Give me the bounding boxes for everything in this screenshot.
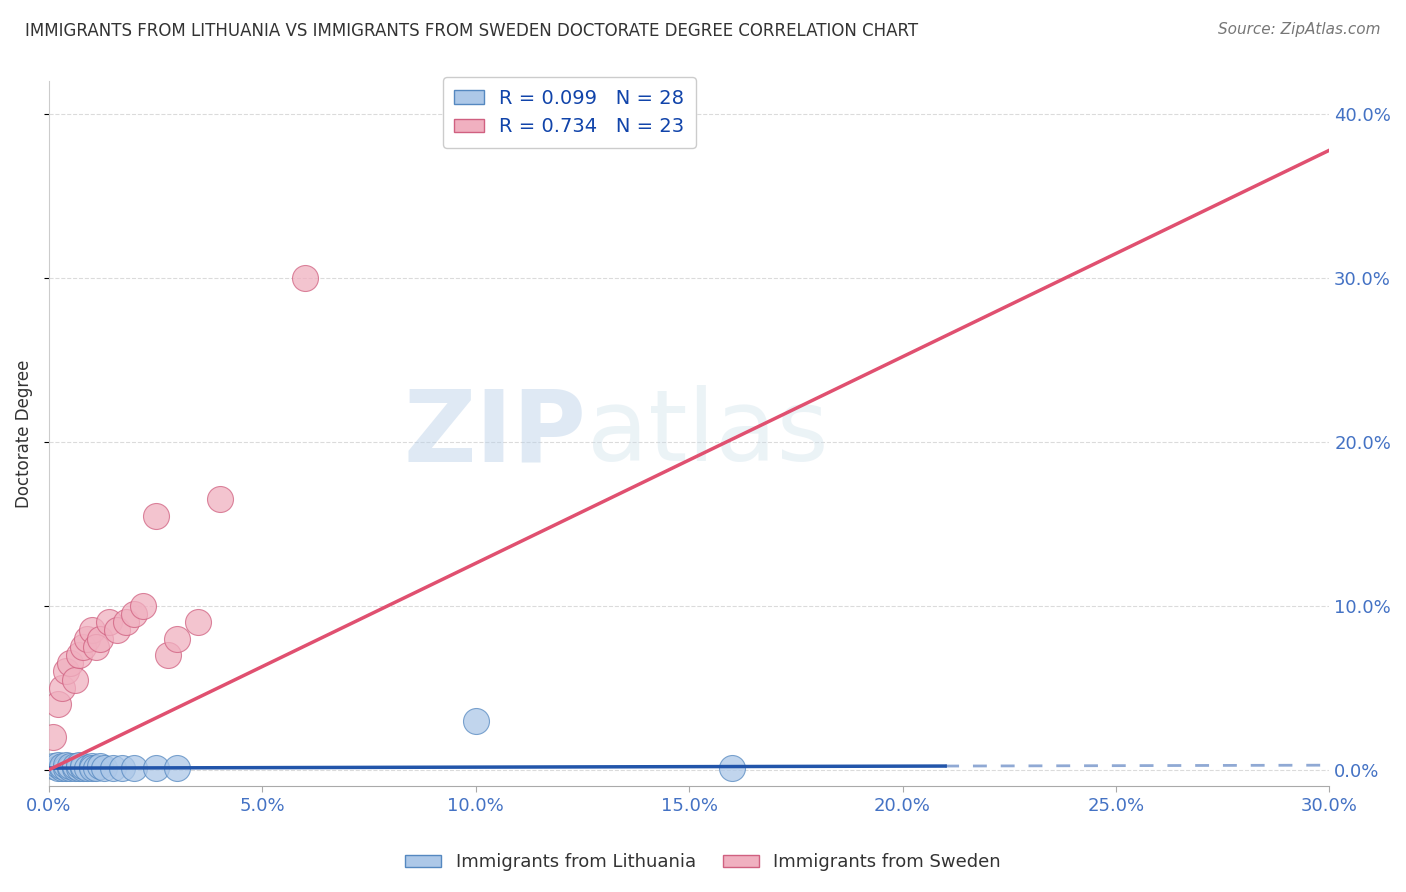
Point (720, 761, 742, 775)
Text: Source: ZipAtlas.com: Source: ZipAtlas.com (1218, 22, 1381, 37)
Point (84, 761, 107, 775)
Point (63, 759, 86, 773)
Point (59, 657, 82, 671)
Point (464, 714, 486, 728)
Point (145, 508, 167, 523)
Point (51, 681, 73, 695)
Point (132, 599, 155, 613)
Point (51, 761, 73, 775)
Text: IMMIGRANTS FROM LITHUANIA VS IMMIGRANTS FROM SWEDEN DOCTORATE DEGREE CORRELATION: IMMIGRANTS FROM LITHUANIA VS IMMIGRANTS … (25, 22, 918, 40)
Point (46, 761, 69, 775)
Point (55, 761, 77, 775)
Point (80, 761, 103, 775)
Point (63, 761, 86, 775)
Point (187, 615, 209, 630)
Point (76, 632, 98, 646)
Point (63, 673, 86, 687)
Point (294, 271, 316, 285)
Point (42, 730, 65, 744)
Point (145, 761, 167, 775)
Text: ZIP: ZIP (404, 385, 586, 483)
Point (55, 757, 77, 772)
Legend: Immigrants from Lithuania, Immigrants from Sweden: Immigrants from Lithuania, Immigrants fr… (398, 847, 1008, 879)
Point (80, 759, 103, 773)
Point (67, 757, 90, 772)
Point (55, 665, 77, 679)
Point (89, 759, 111, 773)
Point (51, 759, 73, 773)
Point (89, 632, 111, 646)
Point (157, 648, 180, 662)
Point (166, 632, 188, 646)
Point (93, 761, 115, 775)
Point (59, 761, 82, 775)
Point (166, 761, 188, 775)
Point (208, 492, 231, 507)
Legend: R = 0.099   N = 28, R = 0.734   N = 23: R = 0.099 N = 28, R = 0.734 N = 23 (443, 77, 696, 148)
Point (114, 615, 136, 630)
Text: atlas: atlas (586, 385, 828, 483)
Point (46, 757, 69, 772)
Point (110, 761, 132, 775)
Point (84, 640, 107, 654)
Point (105, 624, 128, 638)
Point (72, 640, 94, 654)
Point (67, 648, 90, 662)
Point (42, 759, 65, 773)
Point (80, 624, 103, 638)
Point (59, 759, 82, 773)
Point (97, 615, 120, 630)
Point (124, 761, 146, 775)
Y-axis label: Doctorate Degree: Doctorate Degree (15, 359, 32, 508)
Point (72, 761, 94, 775)
Point (72, 759, 94, 773)
Point (101, 761, 124, 775)
Point (67, 761, 90, 775)
Point (76, 761, 98, 775)
Point (46, 697, 69, 711)
Point (124, 607, 146, 621)
